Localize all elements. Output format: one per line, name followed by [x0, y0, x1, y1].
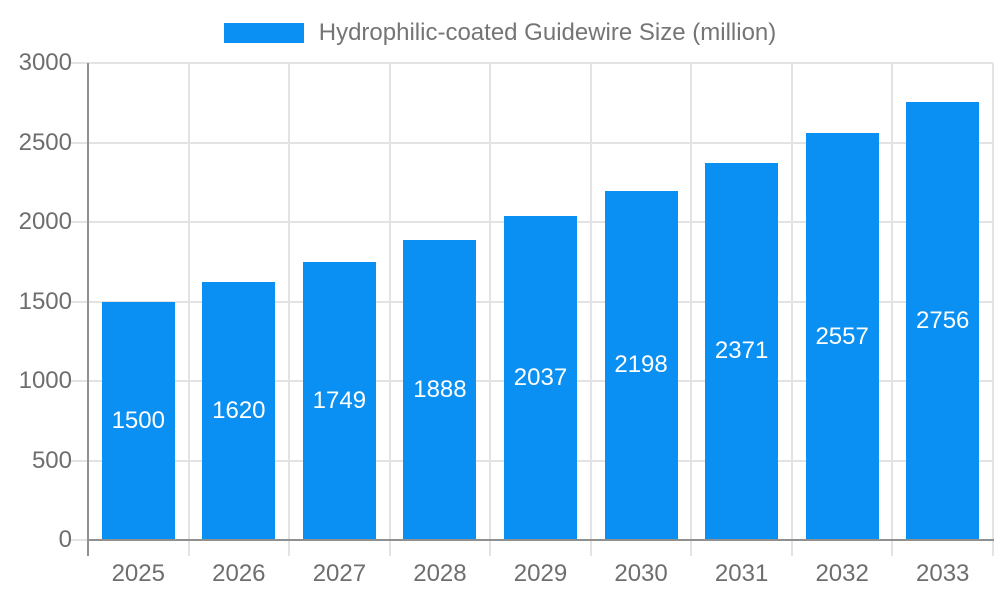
bar-value-label: 1888	[413, 375, 467, 403]
y-axis-tick	[71, 221, 88, 223]
bar-2028: 1888	[403, 239, 477, 540]
x-axis-label: 2030	[614, 560, 668, 587]
gridline-vertical	[790, 63, 793, 540]
y-axis-label: 3000	[18, 49, 72, 76]
gridline-vertical	[489, 63, 492, 540]
bar-value-label: 2756	[916, 306, 970, 334]
bar-value-label: 2557	[815, 322, 869, 350]
x-axis-tick	[388, 540, 391, 556]
y-axis-line	[87, 63, 89, 556]
x-axis-label: 2028	[413, 560, 467, 587]
bar-2029: 2037	[504, 216, 577, 540]
bar-value-label: 1500	[111, 406, 165, 434]
bar-2025: 1500	[101, 301, 175, 540]
bar-value-label: 1749	[312, 386, 367, 414]
x-axis-label: 2033	[916, 560, 970, 587]
x-axis-tick	[790, 540, 793, 556]
y-axis-tick	[71, 62, 88, 64]
x-axis-tick	[589, 540, 592, 556]
x-axis-label: 2025	[111, 560, 165, 587]
y-axis-label: 1000	[18, 367, 72, 394]
bar-2026: 1620	[202, 282, 276, 540]
bar-2031: 2371	[705, 163, 779, 540]
y-axis-tick	[71, 300, 88, 303]
x-axis-label: 2032	[815, 560, 869, 587]
y-axis-tick	[71, 141, 88, 144]
y-axis-label: 0	[58, 526, 72, 553]
gridline-vertical	[388, 63, 391, 540]
legend-label: Hydrophilic-coated Guidewire Size (milli…	[318, 19, 777, 46]
gridline-vertical	[992, 63, 994, 540]
x-axis-label: 2027	[312, 560, 367, 587]
y-axis-tick	[71, 539, 88, 541]
bar-2032: 2557	[805, 133, 879, 540]
x-axis-tick	[891, 540, 894, 556]
bar-2030: 2198	[604, 190, 678, 540]
y-axis-label: 2000	[18, 208, 72, 235]
x-axis-tick	[187, 540, 190, 556]
bar-value-label: 2037	[513, 364, 568, 392]
bar-2027: 1749	[302, 261, 376, 540]
legend-swatch	[223, 23, 304, 43]
bar-value-label: 2371	[714, 337, 769, 365]
bar-2033: 2756	[906, 101, 980, 540]
gridline-horizontal	[88, 141, 993, 144]
y-axis-label: 1500	[18, 287, 72, 315]
gridline-vertical	[288, 63, 291, 540]
bar-value-label: 1620	[212, 397, 266, 425]
gridline-vertical	[187, 63, 190, 540]
y-axis-label: 500	[31, 446, 72, 474]
x-axis-label: 2026	[212, 560, 266, 587]
y-axis-tick	[71, 459, 88, 462]
gridline-vertical	[891, 63, 894, 540]
x-axis-label: 2029	[513, 560, 568, 587]
x-axis-tick	[690, 540, 693, 556]
x-axis-tick	[992, 540, 994, 556]
gridline-horizontal	[88, 62, 993, 64]
y-axis-tick	[71, 380, 88, 382]
x-axis-line	[87, 539, 994, 541]
chart-legend: Hydrophilic-coated Guidewire Size (milli…	[0, 20, 1000, 46]
gridline-vertical	[690, 63, 693, 540]
x-axis-tick	[489, 540, 492, 556]
bar-value-label: 2198	[614, 351, 668, 379]
gridline-vertical	[589, 63, 592, 540]
y-axis-label: 2500	[18, 128, 72, 156]
x-axis-tick	[288, 540, 291, 556]
x-axis-label: 2031	[714, 560, 769, 587]
